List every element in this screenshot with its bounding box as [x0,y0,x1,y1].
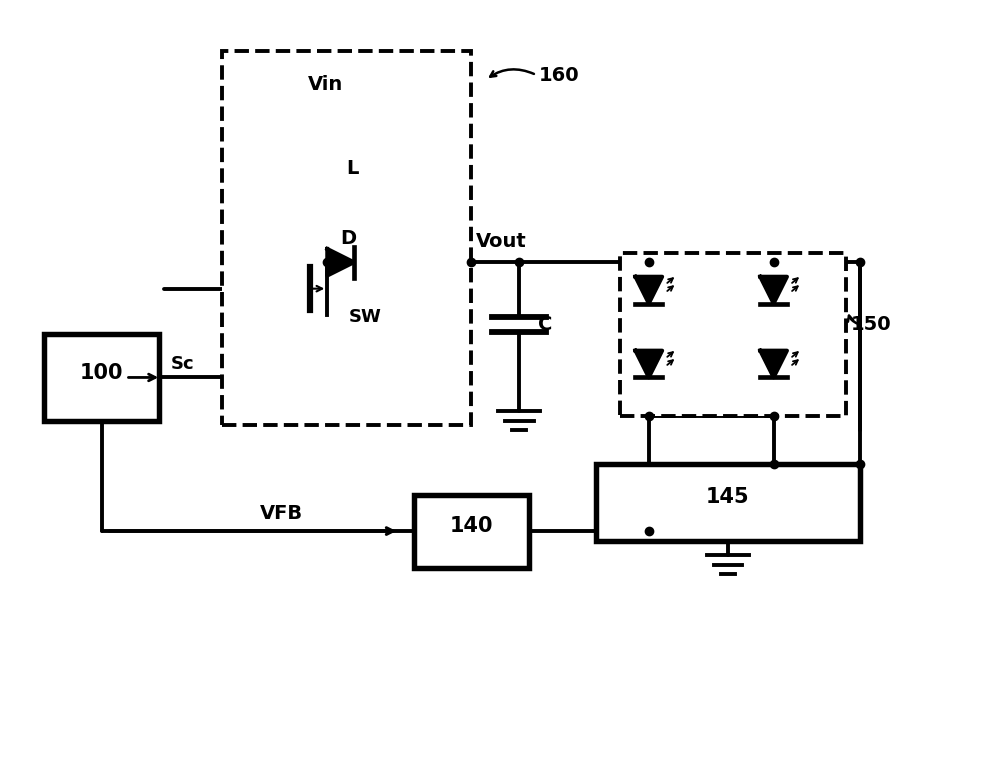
Bar [44,334,159,420]
Bar [620,253,846,416]
Text: SW: SW [348,308,381,326]
Text: Vin: Vin [308,75,343,94]
Text: 150: 150 [850,315,891,334]
Text: VFB: VFB [260,504,303,523]
Bar [596,464,860,541]
Text: D: D [341,228,357,248]
Polygon shape [635,277,662,304]
Text: 100: 100 [80,363,123,382]
Bar [222,51,471,426]
Polygon shape [327,249,354,276]
Polygon shape [760,277,787,304]
Text: 145: 145 [706,487,750,507]
Text: 140: 140 [449,516,493,536]
Bar [414,495,529,567]
Text: L: L [346,159,359,178]
Polygon shape [760,350,787,378]
Polygon shape [635,350,662,378]
Text: Sc: Sc [171,355,194,373]
Text: C: C [538,315,553,334]
Text: 160: 160 [538,65,579,85]
Text: Vout: Vout [476,232,527,251]
